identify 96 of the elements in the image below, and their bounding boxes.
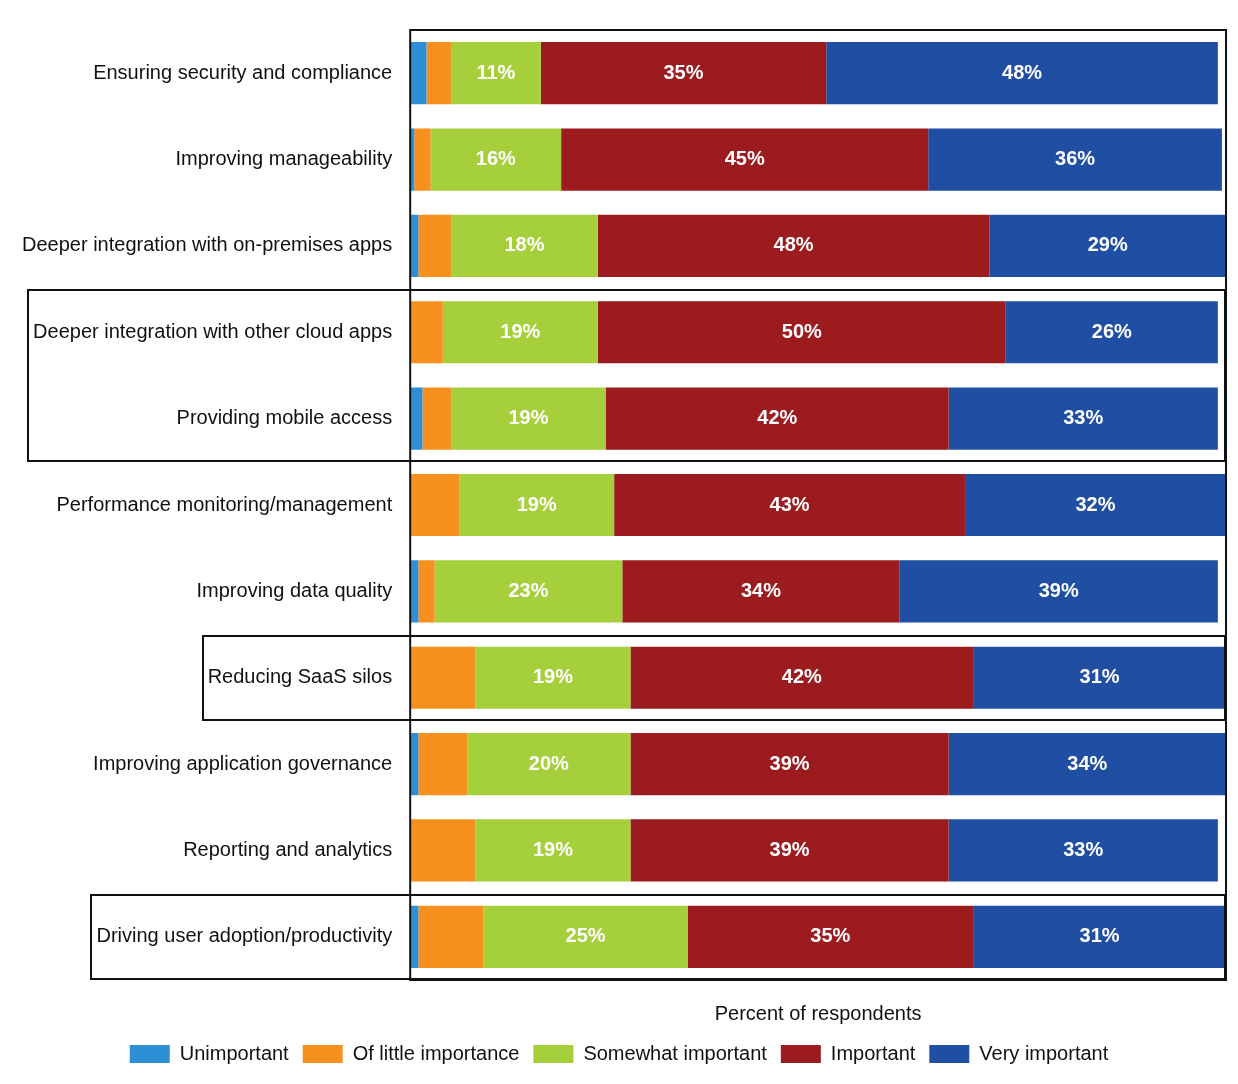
bar [418, 560, 435, 623]
data-label: 33% [1063, 406, 1104, 429]
bar [561, 128, 929, 191]
bar [434, 560, 623, 623]
bar [1005, 301, 1218, 364]
y-tick-label: Ensuring security and compliance [93, 60, 393, 83]
data-label: 33% [1063, 837, 1104, 860]
y-tick-label: Reducing SaaS silos [207, 665, 393, 688]
bar [948, 819, 1218, 882]
data-label: 42% [757, 406, 798, 429]
data-label: 48% [1002, 60, 1043, 83]
data-label: 31% [1079, 665, 1120, 688]
bar [410, 301, 443, 364]
data-label: 45% [724, 147, 765, 170]
data-label: 19% [532, 665, 574, 688]
bar [450, 42, 541, 105]
bar [475, 646, 631, 709]
bar [964, 473, 1226, 537]
data-label: 11% [476, 60, 516, 83]
bar [418, 905, 484, 968]
data-label: 35% [810, 924, 851, 947]
legend-label: Somewhat important [583, 1041, 768, 1064]
bar [540, 42, 827, 105]
y-tick-label: Deeper integration with other cloud apps [33, 319, 393, 342]
y-tick-label: Improving manageability [175, 147, 393, 170]
bar [948, 733, 1226, 796]
y-tick-label: Driving user adoption/productivity [96, 924, 393, 947]
legend-label: Very important [979, 1041, 1109, 1064]
bar [630, 646, 974, 709]
bar [948, 387, 1218, 450]
data-label: 43% [769, 492, 810, 515]
data-label: 29% [1087, 233, 1128, 256]
bar [989, 214, 1226, 277]
legend-label: Unimportant [179, 1041, 290, 1064]
data-label: 25% [565, 924, 606, 947]
bar [418, 733, 468, 796]
data-label: 26% [1091, 319, 1133, 342]
bar [973, 905, 1226, 968]
bar [605, 387, 949, 450]
bar [467, 733, 631, 796]
data-label: 34% [1067, 751, 1108, 774]
data-label: 48% [773, 233, 814, 256]
bar [459, 473, 615, 537]
bar [430, 128, 562, 191]
bar [973, 646, 1226, 709]
bar [687, 905, 974, 968]
bar [410, 473, 460, 537]
data-label: 34% [740, 578, 782, 601]
bar [426, 42, 451, 105]
data-label: 23% [508, 578, 549, 601]
bar [422, 387, 451, 450]
legend-label: Of little importance [352, 1041, 520, 1064]
bar [410, 387, 423, 450]
data-label: 20% [528, 751, 570, 774]
bar [418, 214, 451, 277]
bar [614, 473, 965, 537]
data-label: 19% [500, 319, 541, 342]
y-tick-label: Improving data quality [196, 578, 393, 601]
data-label: 19% [532, 837, 574, 860]
bar [597, 301, 1006, 364]
bar [475, 819, 631, 882]
x-axis-title: Percent of respondents [714, 1001, 922, 1024]
data-label: 39% [769, 751, 810, 774]
y-tick-label: Deeper integration with on-premises apps [21, 233, 393, 256]
bar [414, 128, 431, 191]
y-tick-label: Performance monitoring/management [56, 492, 393, 515]
data-label: 42% [781, 665, 823, 688]
y-tick-label: Improving application governance [93, 751, 393, 774]
data-label: 19% [508, 406, 549, 429]
data-label: 18% [504, 233, 545, 256]
y-tick-label: Reporting and analytics [183, 837, 393, 860]
bar [483, 905, 688, 968]
data-label: 16% [475, 147, 517, 170]
bar [622, 560, 900, 623]
data-label: 39% [769, 837, 810, 860]
bar [826, 42, 1218, 105]
bar [410, 819, 476, 882]
data-label: 32% [1075, 492, 1116, 515]
data-label: 50% [781, 319, 823, 342]
bar [410, 646, 476, 709]
bar [630, 733, 949, 796]
legend-label: Important [830, 1041, 916, 1064]
data-label: 36% [1055, 147, 1096, 170]
bar [442, 301, 598, 364]
bar [450, 387, 606, 450]
data-label: 35% [663, 60, 704, 83]
bar [597, 214, 990, 277]
y-tick-label: Providing mobile access [176, 406, 393, 429]
bar [928, 128, 1222, 191]
bar [899, 560, 1218, 623]
bar [450, 214, 598, 277]
bar [630, 819, 949, 882]
data-label: 19% [516, 492, 557, 515]
data-label: 39% [1038, 578, 1079, 601]
data-label: 31% [1079, 924, 1120, 947]
bar [410, 42, 427, 105]
